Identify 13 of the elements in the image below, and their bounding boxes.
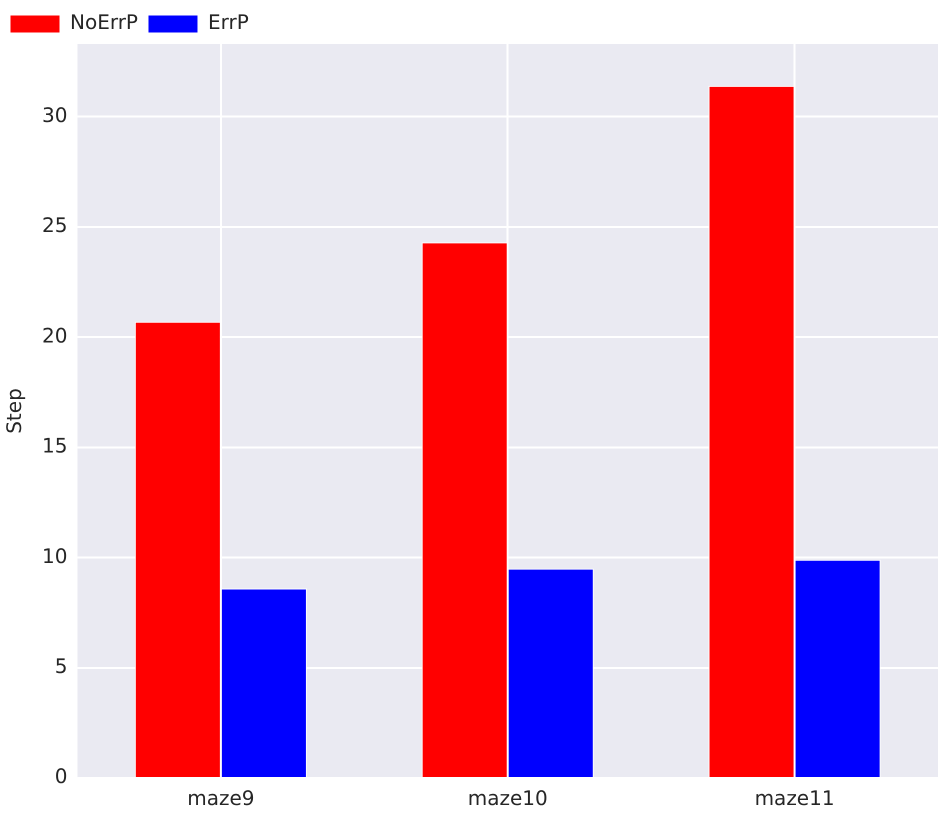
y-tick-label: 30 [42, 102, 68, 127]
legend-label: NoErrP [70, 10, 138, 34]
y-tick-label: 5 [54, 654, 68, 678]
y-tick-label: 20 [42, 323, 68, 348]
y-tick-label: 15 [42, 434, 68, 458]
legend-label: ErrP [208, 10, 249, 34]
y-tick-label: 10 [42, 544, 68, 568]
x-tick-label: maze9 [187, 786, 255, 810]
y-axis-title: Step [2, 388, 26, 434]
y-tick-label: 0 [54, 764, 68, 788]
y-tick-label: 25 [42, 213, 68, 238]
x-tick-label: maze11 [754, 786, 835, 810]
x-tick-label: maze10 [468, 786, 548, 810]
